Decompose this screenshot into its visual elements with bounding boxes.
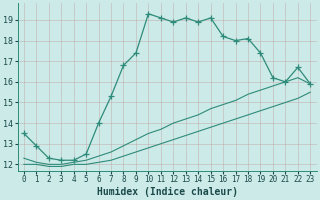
X-axis label: Humidex (Indice chaleur): Humidex (Indice chaleur) <box>97 186 237 197</box>
